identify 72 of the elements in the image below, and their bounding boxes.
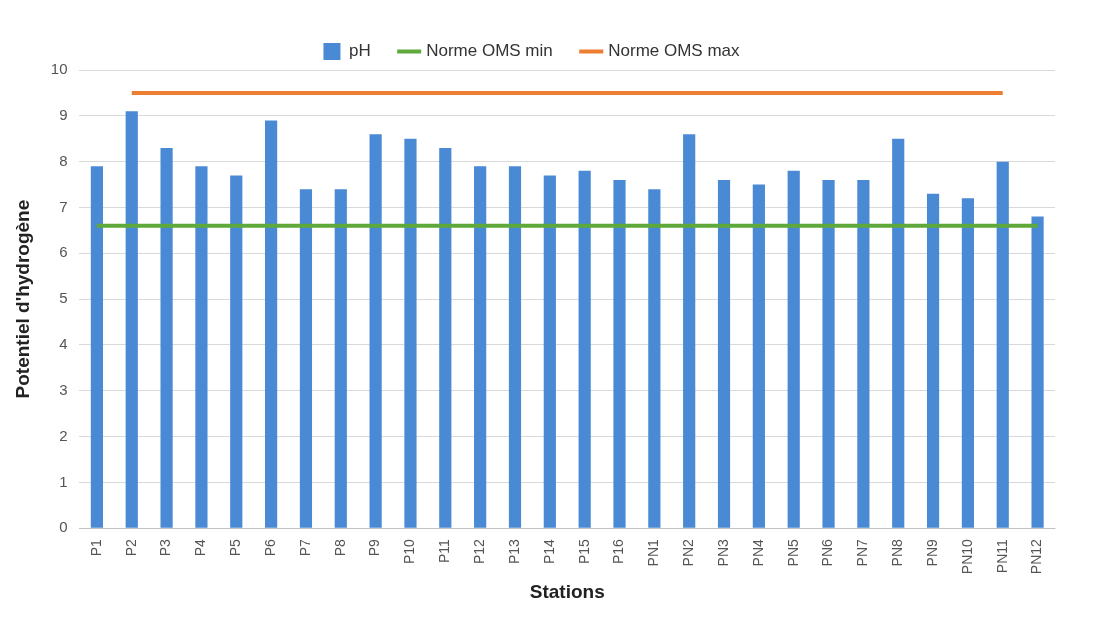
y-tick-label: 10	[50, 60, 68, 78]
bar	[265, 120, 278, 528]
y-tick-label: 4	[59, 335, 68, 353]
legend-label: pH	[348, 41, 371, 61]
x-tick-label: PN9	[923, 538, 940, 567]
y-tick-label: 0	[59, 518, 68, 536]
x-tick-label: P4	[192, 538, 209, 557]
bar	[160, 147, 173, 528]
y-tick-label: 8	[59, 151, 68, 169]
y-axis-title: Potentiel d'hydrogène	[11, 199, 33, 399]
bar	[787, 170, 800, 528]
x-tick-label: PN12	[1028, 538, 1045, 575]
x-tick-label: PN1	[645, 538, 662, 567]
x-tick-label: P12	[471, 538, 487, 565]
bar	[404, 138, 417, 528]
y-tick-label: 2	[59, 426, 68, 444]
bar	[996, 161, 1009, 528]
x-tick-label: PN5	[784, 538, 801, 567]
x-tick-label: P6	[261, 538, 278, 557]
x-tick-label: P11	[436, 538, 453, 564]
x-tick-label: PN7	[854, 538, 871, 567]
bar	[892, 138, 905, 528]
x-tick-label: P15	[575, 538, 592, 565]
y-tick-label: 9	[59, 105, 68, 123]
bar	[613, 179, 626, 528]
bar	[822, 179, 835, 528]
x-tick-label: P5	[227, 538, 244, 557]
bar	[961, 198, 974, 528]
x-tick-label: PN8	[889, 538, 906, 567]
x-tick-label: PN10	[958, 538, 975, 575]
bar	[369, 134, 382, 528]
bar	[334, 189, 347, 528]
bar	[125, 111, 138, 528]
x-tick-label: P1	[87, 538, 104, 557]
bar	[683, 134, 696, 528]
legend-label: Norme OMS min	[426, 41, 553, 61]
bar	[578, 170, 591, 528]
y-tick-label: 6	[59, 243, 68, 261]
bar	[230, 175, 243, 528]
y-tick-label: 1	[59, 472, 68, 490]
x-tick-label: P7	[296, 538, 313, 557]
legend-label: Norme OMS max	[608, 41, 741, 61]
bar	[857, 179, 870, 528]
x-tick-label: PN4	[749, 538, 766, 567]
x-tick-label: P13	[505, 538, 522, 565]
bar	[648, 189, 661, 528]
x-tick-label: P10	[401, 538, 418, 565]
y-tick-label: 5	[59, 289, 68, 307]
x-tick-label: P3	[157, 538, 174, 557]
bar	[543, 175, 556, 528]
bar	[195, 166, 208, 528]
bar	[90, 166, 103, 528]
x-tick-label: P2	[122, 538, 139, 557]
x-tick-label: PN6	[819, 538, 836, 567]
bar	[717, 179, 731, 528]
x-tick-label: PN11	[993, 538, 1010, 574]
bar	[926, 193, 940, 528]
x-tick-label: P9	[366, 538, 383, 557]
x-axis-title: Stations	[529, 580, 605, 602]
y-tick-label: 7	[59, 197, 68, 215]
y-tick-label: 3	[59, 380, 68, 398]
x-tick-label: P8	[331, 538, 348, 557]
x-tick-label: P16	[610, 538, 627, 565]
bar	[299, 189, 313, 528]
bar	[439, 147, 452, 528]
bar	[1031, 216, 1044, 528]
bar	[752, 184, 765, 528]
x-tick-label: P14	[540, 538, 557, 565]
x-tick-label: PN3	[714, 538, 731, 567]
x-tick-label: PN2	[680, 538, 697, 567]
bar	[508, 166, 522, 528]
bar	[474, 166, 487, 528]
